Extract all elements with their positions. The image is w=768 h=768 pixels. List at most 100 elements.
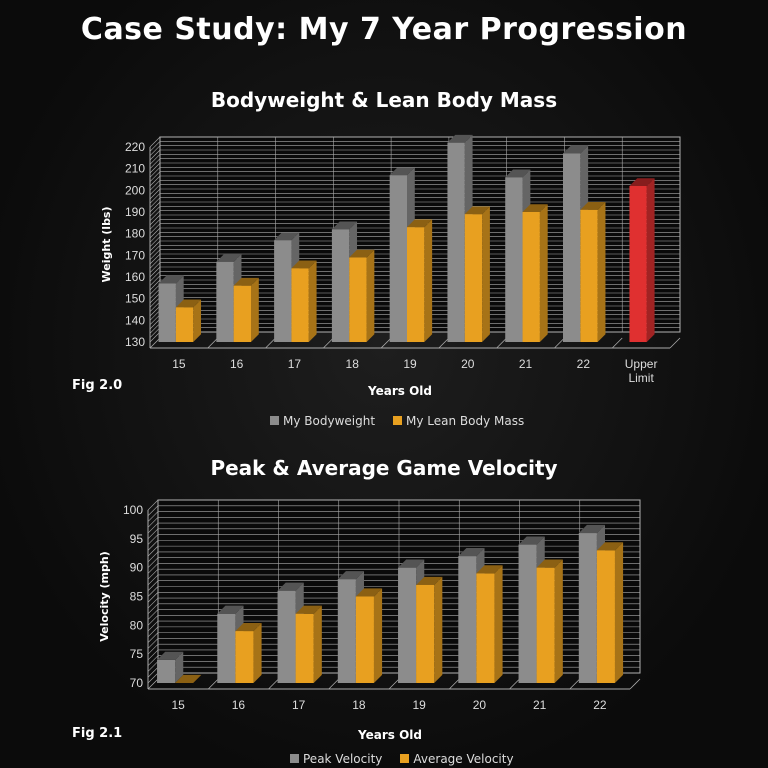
bar-side bbox=[193, 299, 202, 342]
bar-side bbox=[482, 206, 490, 342]
bar-my-lean-body-mass bbox=[349, 249, 375, 342]
page-title: Case Study: My 7 Year Progression bbox=[80, 12, 688, 47]
bar-average-velocity bbox=[235, 622, 262, 683]
bar-peak-velocity bbox=[157, 651, 184, 683]
side-gridline bbox=[149, 184, 161, 195]
bar-top bbox=[578, 524, 606, 534]
x-tick-label: 17 bbox=[288, 357, 302, 371]
bar-front bbox=[580, 209, 598, 342]
legend-swatch bbox=[400, 754, 410, 763]
bar-front bbox=[217, 613, 236, 683]
bar-front bbox=[398, 567, 417, 683]
bar-front bbox=[464, 214, 483, 342]
side-gridline bbox=[147, 649, 159, 661]
side-gridline bbox=[147, 603, 159, 615]
bar-side bbox=[373, 588, 383, 683]
y-tick-label: 160 bbox=[125, 270, 145, 284]
side-gridline bbox=[149, 180, 161, 191]
bar-my-lean-body-mass bbox=[464, 206, 490, 342]
bar-average-velocity bbox=[596, 542, 624, 683]
bar-my-lean-body-mass bbox=[407, 219, 433, 342]
bar-front bbox=[522, 212, 540, 342]
bar-top bbox=[536, 559, 563, 568]
x-tick-label: Limit bbox=[628, 371, 654, 385]
bar-average-velocity bbox=[416, 576, 443, 683]
bar-top bbox=[216, 254, 242, 262]
bar-front bbox=[157, 659, 176, 683]
legend-item-bodyweight: My Bodyweight bbox=[270, 414, 375, 428]
legend-label: My Lean Body Mass bbox=[406, 414, 525, 428]
bar-top bbox=[158, 275, 184, 284]
bar-side bbox=[539, 204, 548, 342]
floor-divider bbox=[438, 337, 450, 349]
side-gridline bbox=[149, 266, 161, 278]
side-gridline bbox=[149, 284, 161, 295]
side-gridline bbox=[147, 667, 159, 678]
bar-side bbox=[308, 260, 317, 342]
legend-item-lean-mass: My Lean Body Mass bbox=[393, 414, 524, 428]
bar-front bbox=[291, 268, 309, 342]
chart2-figure-label: Fig 2.1 bbox=[72, 726, 123, 741]
bar-front bbox=[277, 590, 296, 683]
y-tick-label: 130 bbox=[125, 335, 145, 349]
bar-my-lean-body-mass bbox=[233, 277, 259, 342]
bar-top bbox=[235, 622, 262, 632]
y-tick-label: 90 bbox=[130, 561, 144, 575]
bar-front bbox=[331, 229, 350, 342]
side-gridline bbox=[149, 305, 161, 317]
y-tick-label: 190 bbox=[125, 205, 145, 219]
side-gridline bbox=[147, 626, 159, 638]
side-gridline bbox=[147, 505, 159, 516]
bar-top bbox=[398, 559, 425, 568]
side-gridline bbox=[149, 136, 161, 148]
side-gridline bbox=[147, 511, 159, 522]
y-tick-label: 85 bbox=[130, 590, 144, 604]
bar-front bbox=[175, 307, 194, 342]
bar-top bbox=[295, 605, 322, 614]
floor-divider bbox=[380, 337, 392, 349]
x-tick-label: 18 bbox=[346, 357, 360, 371]
bar-front bbox=[295, 613, 314, 683]
side-gridline bbox=[149, 188, 161, 200]
bar-top bbox=[277, 582, 304, 591]
side-gridline bbox=[147, 534, 159, 545]
floor-divider bbox=[554, 337, 565, 349]
bar-side bbox=[424, 219, 433, 342]
side-gridline bbox=[149, 162, 161, 174]
side-gridline bbox=[149, 145, 161, 156]
x-tick-label: 22 bbox=[577, 357, 591, 371]
x-tick-label: 20 bbox=[473, 698, 487, 712]
bar-average-velocity bbox=[175, 674, 202, 683]
side-gridline bbox=[147, 620, 159, 632]
floor-divider bbox=[629, 678, 641, 690]
bar-top bbox=[416, 576, 443, 585]
side-gridline bbox=[149, 279, 161, 291]
floor-divider bbox=[496, 337, 507, 349]
bar-front bbox=[518, 544, 537, 683]
side-gridline bbox=[147, 655, 159, 666]
side-gridline bbox=[149, 197, 161, 208]
bar-front bbox=[216, 261, 234, 342]
bar-top bbox=[580, 202, 606, 210]
side-gridline bbox=[147, 597, 159, 609]
bar-front bbox=[416, 584, 435, 683]
floor-divider bbox=[207, 678, 219, 690]
bar-top bbox=[596, 542, 624, 551]
y-tick-label: 170 bbox=[125, 248, 145, 262]
side-gridline bbox=[149, 158, 161, 169]
side-gridline bbox=[147, 540, 159, 551]
chart2-title: Peak & Average Game Velocity bbox=[210, 456, 558, 480]
bar-top bbox=[349, 249, 375, 258]
side-gridline bbox=[149, 175, 161, 187]
bar-top bbox=[458, 547, 485, 557]
side-gridline bbox=[149, 214, 161, 226]
bar-front bbox=[447, 142, 465, 342]
x-tick-label: 21 bbox=[533, 698, 547, 712]
y-axis-title: Velocity (mph) bbox=[98, 551, 111, 641]
x-tick-label: 17 bbox=[292, 698, 306, 712]
bar-front bbox=[158, 283, 176, 342]
side-gridline bbox=[149, 149, 161, 161]
floor-divider bbox=[509, 678, 520, 690]
bar-side bbox=[494, 565, 503, 683]
